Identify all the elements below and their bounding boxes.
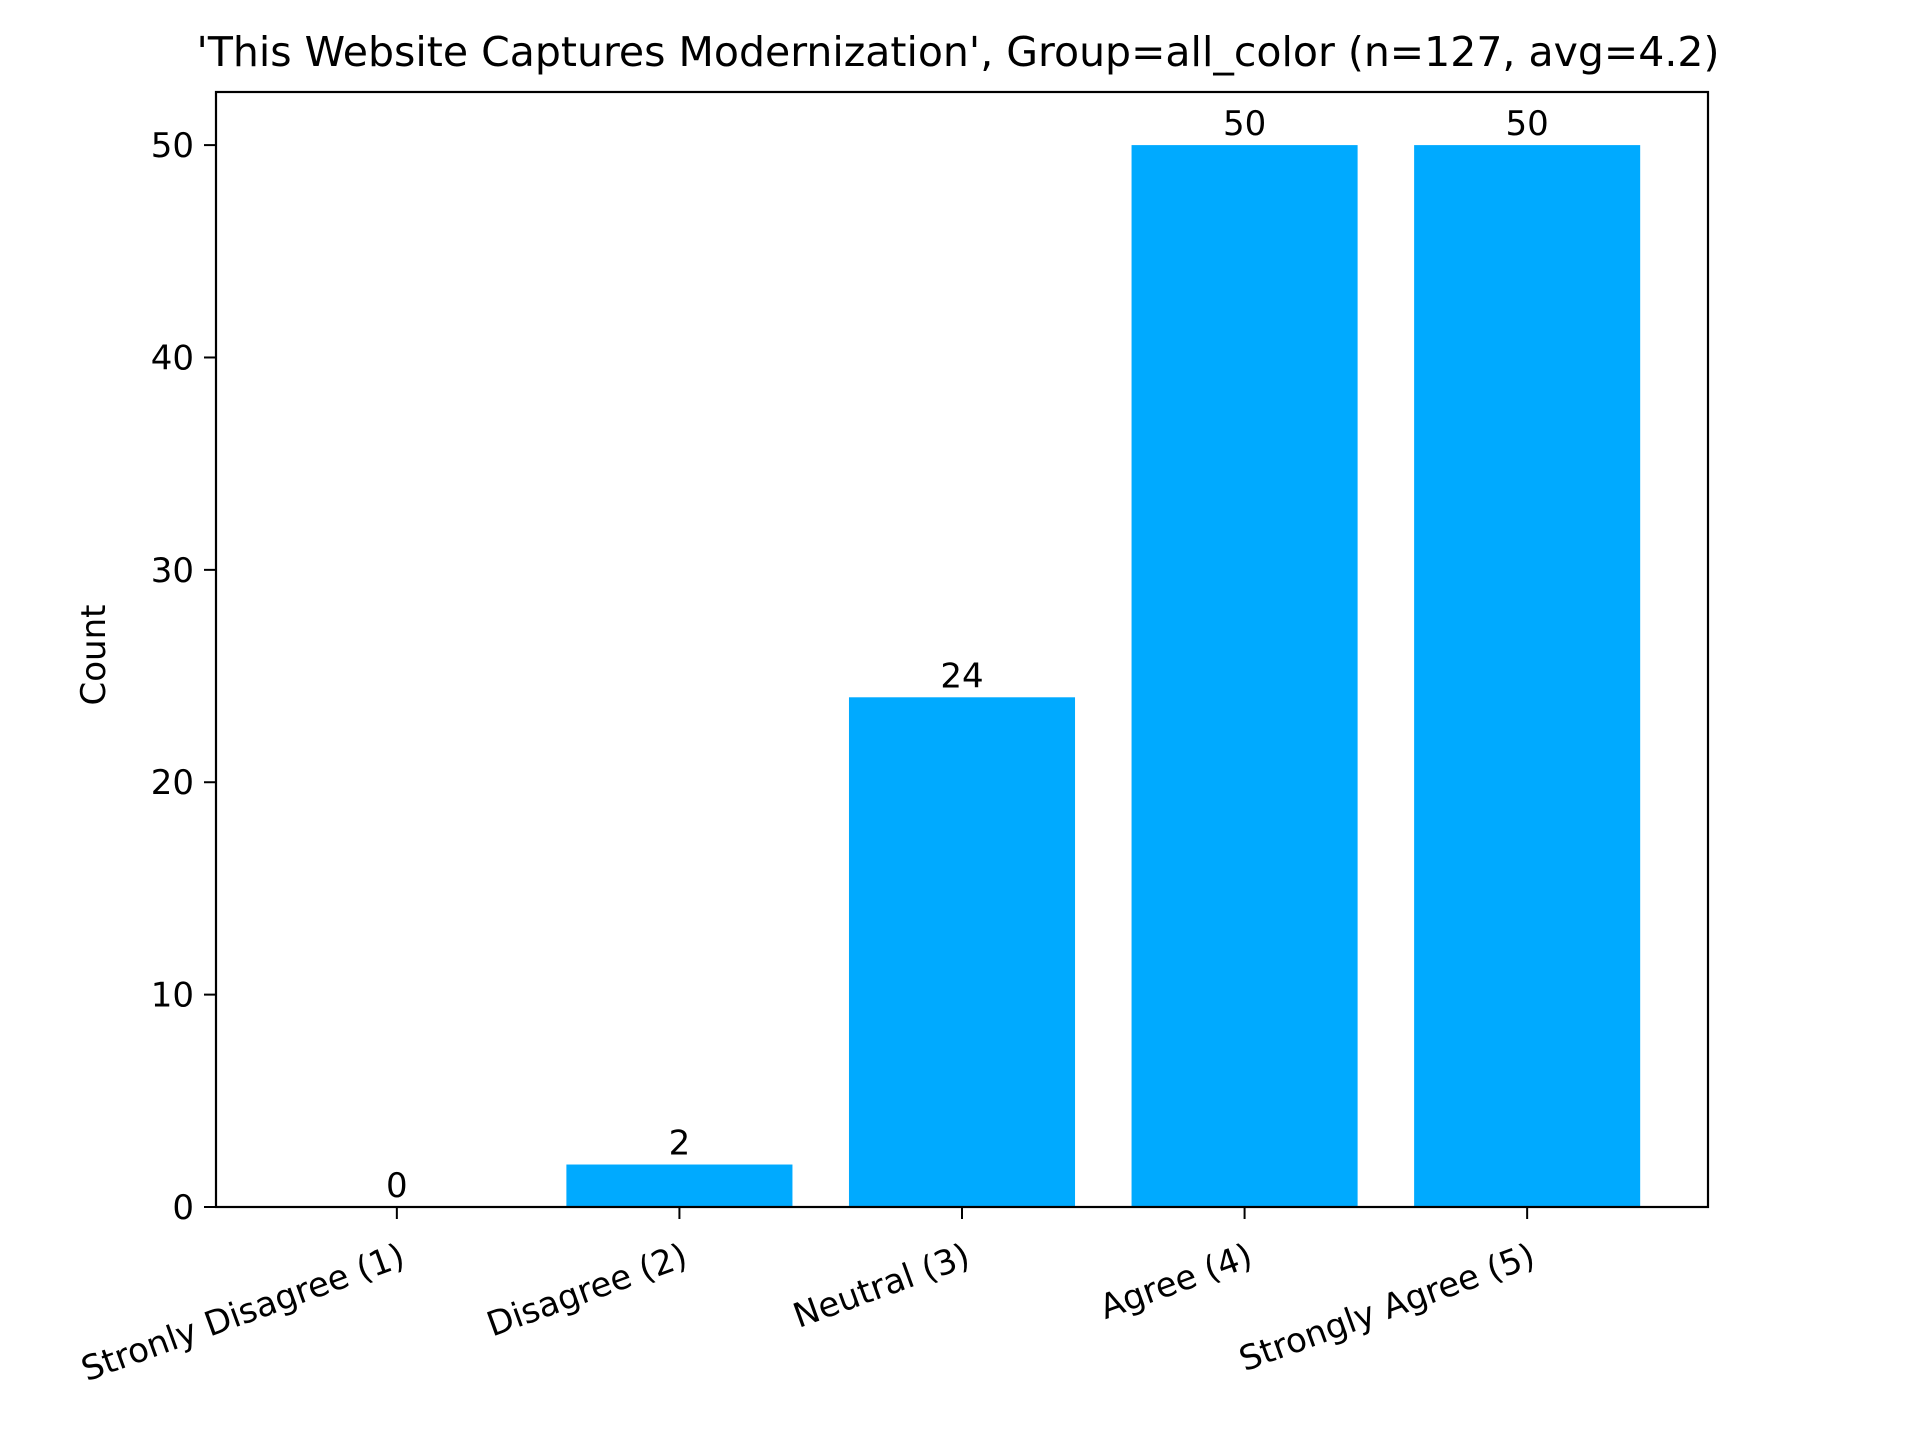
bar-value-label: 50: [1223, 104, 1266, 144]
bar-value-label: 24: [940, 656, 983, 696]
y-tick-label: 10: [151, 976, 194, 1016]
y-tick-label: 30: [151, 551, 194, 591]
y-tick-label: 50: [151, 126, 194, 166]
bar: [566, 1164, 793, 1207]
chart-title: 'This Website Captures Modernization', G…: [197, 28, 1720, 76]
data-labels: 0 2 24 50 50: [386, 104, 1549, 1206]
y-tick-label: 0: [172, 1188, 194, 1228]
x-tick-label: Agree (4): [1095, 1236, 1258, 1328]
bars: [566, 145, 1641, 1208]
x-tick-label: Neutral (3): [788, 1236, 975, 1337]
y-tick-label: 40: [151, 338, 194, 378]
y-tick-label: 20: [151, 763, 194, 803]
bar: [1414, 145, 1641, 1208]
plot-frame: [214, 90, 1710, 1209]
bar-value-label: 0: [386, 1166, 408, 1206]
bar-value-label: 50: [1506, 104, 1549, 144]
x-tick-label: Strongly Agree (5): [1234, 1236, 1540, 1380]
x-tick-label: Disagree (2): [482, 1236, 693, 1345]
x-axis: Stronly Disagree (1) Disagree (2) Neutral …: [76, 1207, 1540, 1390]
x-tick-label: Stronly Disagree (1): [76, 1236, 410, 1390]
bar: [848, 697, 1076, 1207]
y-axis-label: Count: [74, 605, 114, 706]
bar-value-label: 2: [669, 1124, 691, 1164]
bar: [1131, 145, 1358, 1208]
y-axis: 0 10 20 30 40 50: [151, 126, 216, 1228]
